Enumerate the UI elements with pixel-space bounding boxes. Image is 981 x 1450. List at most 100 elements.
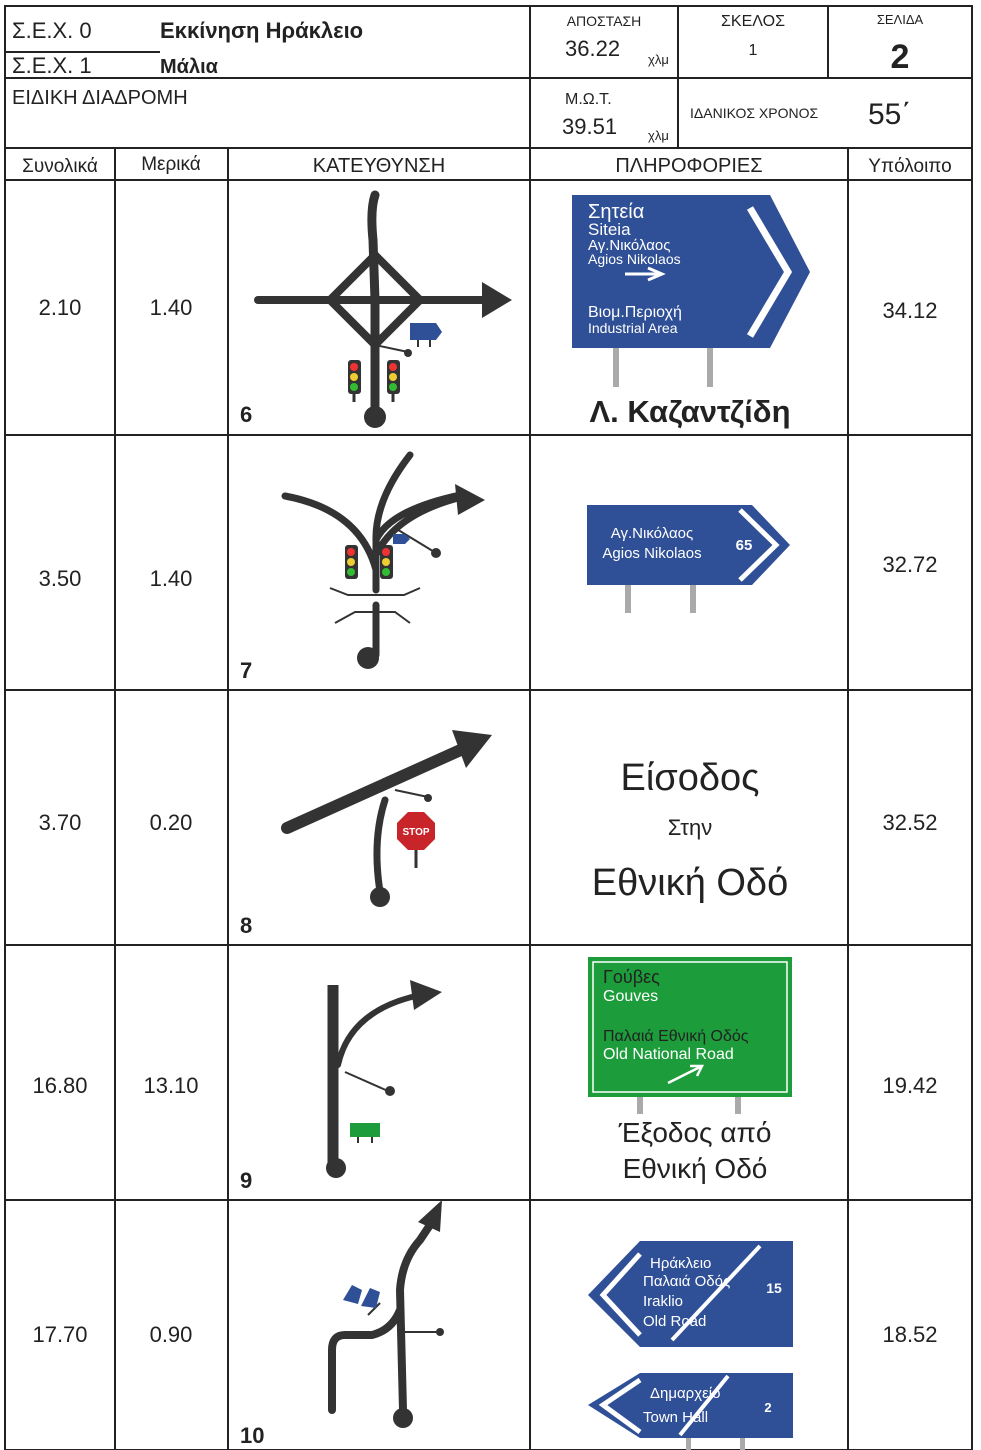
label: 32.52 — [882, 810, 937, 835]
shape — [347, 548, 355, 556]
label: 3.70 — [39, 810, 82, 835]
label: ΕΙΔΙΚΗ ΔΙΑΔΡΟΜΗ — [12, 87, 188, 109]
label: Σ.Ε.Χ. 0 — [12, 18, 92, 43]
shape — [424, 794, 432, 802]
label: 0.20 — [150, 810, 193, 835]
shape — [4, 5, 973, 1450]
shape — [347, 568, 355, 576]
label: Industrial Area — [588, 320, 678, 336]
label: Εθνική Οδό — [592, 862, 788, 904]
label: Agios Nikolaos — [588, 251, 681, 267]
shape — [344, 1071, 389, 1092]
label: 16.80 — [32, 1073, 87, 1098]
shape — [452, 730, 492, 768]
shape — [572, 195, 810, 348]
label: Μάλια — [160, 56, 219, 78]
label: Συνολικά — [22, 156, 98, 177]
label: Παλαιά Εθνική Οδός — [603, 1028, 749, 1045]
label: 6 — [240, 402, 252, 427]
label: 8 — [240, 913, 252, 938]
shape — [350, 363, 358, 371]
label: Εκκίνηση Ηράκλειο — [160, 18, 363, 43]
shape — [350, 1123, 380, 1137]
shape — [347, 558, 355, 566]
label: 55΄ — [868, 98, 911, 131]
label: 0.90 — [150, 1322, 193, 1347]
shape: 6 7 8 9 10 — [240, 402, 264, 1448]
label: STOP — [402, 827, 429, 838]
shape — [394, 527, 437, 554]
shape — [686, 1438, 691, 1450]
shape — [410, 980, 442, 1010]
label: Έξοδος από — [618, 1117, 772, 1148]
shape — [373, 796, 389, 896]
label: 1.40 — [150, 566, 193, 591]
shape — [738, 508, 780, 582]
shape — [364, 406, 386, 428]
label: Μ.Ω.Τ. — [565, 91, 612, 108]
shape — [367, 1302, 381, 1316]
shape — [329, 587, 421, 624]
shape — [482, 282, 512, 318]
sign-9: Γούβες Gouves Παλαιά Εθνική Οδός Old Nat… — [588, 957, 792, 1184]
shape — [670, 1244, 762, 1342]
shape — [367, 190, 380, 415]
shape — [382, 568, 390, 576]
label: 9 — [240, 1168, 252, 1193]
shape — [678, 1374, 730, 1437]
shape — [707, 345, 713, 387]
shape — [625, 266, 666, 282]
label: χλμ — [648, 128, 669, 143]
shape — [281, 742, 471, 834]
label: Λ. Καζαντζίδη — [589, 394, 790, 429]
shape — [746, 206, 793, 338]
label: 1.40 — [150, 295, 193, 320]
shape — [598, 1377, 642, 1435]
label: 18.52 — [882, 1322, 937, 1347]
label: 34.12 — [882, 298, 937, 323]
label: Βιομ.Περιοχή — [588, 304, 682, 321]
sign-10: Ηράκλειο Παλαιά Οδός Iraklio Old Road 15… — [588, 1241, 793, 1450]
shape — [343, 1285, 362, 1304]
sign-7: Αγ.Νικόλαος Agios Nikolaos 65 — [587, 505, 790, 613]
diagram-8: STOP Είσοδος Στην Εθνική Οδό — [281, 730, 788, 907]
shape — [389, 363, 397, 371]
shape — [326, 1158, 346, 1178]
label: Ηράκλειο — [650, 1255, 711, 1272]
shape — [389, 373, 397, 381]
diagram-9 — [326, 980, 442, 1178]
shape — [404, 349, 412, 357]
shape — [740, 1438, 745, 1450]
shape — [394, 789, 429, 798]
shape — [667, 1064, 705, 1085]
label: Γούβες — [603, 967, 660, 987]
shape — [350, 383, 358, 391]
label: 36.22 — [565, 36, 620, 61]
label: 17.70 — [32, 1322, 87, 1347]
shape — [382, 558, 390, 566]
shape — [281, 451, 464, 594]
shape — [393, 1408, 413, 1428]
shape — [385, 1086, 395, 1096]
label: 2 — [764, 1400, 771, 1415]
shape — [625, 583, 631, 613]
shape — [395, 1218, 436, 1414]
shape — [361, 1288, 380, 1308]
label: Σ.Ε.Χ. 1 — [12, 53, 92, 78]
label: χλμ — [648, 52, 669, 67]
label: 2.10 — [39, 295, 82, 320]
label: 1 — [749, 42, 758, 59]
label: 2 — [891, 38, 910, 76]
shape — [357, 647, 379, 669]
label: Δημαρχείο — [650, 1385, 720, 1402]
label: 65 — [736, 537, 753, 554]
shape — [588, 957, 792, 1097]
label: ΑΠΟΣΤΑΣΗ — [567, 13, 642, 29]
label: Siteia — [588, 220, 631, 239]
label: 39.51 — [562, 114, 617, 139]
shape — [397, 812, 435, 850]
label: 32.72 — [882, 552, 937, 577]
label: Iraklio — [643, 1293, 683, 1310]
